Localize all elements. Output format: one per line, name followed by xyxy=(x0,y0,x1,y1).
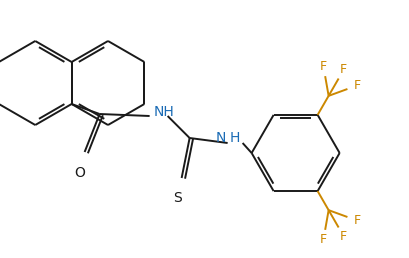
Text: F: F xyxy=(319,60,326,73)
Text: F: F xyxy=(339,230,346,243)
Text: O: O xyxy=(74,166,85,180)
Text: F: F xyxy=(339,63,346,76)
Text: F: F xyxy=(319,233,326,246)
Text: F: F xyxy=(353,214,360,227)
Text: H: H xyxy=(229,131,239,145)
Text: NH: NH xyxy=(153,105,174,119)
Text: N: N xyxy=(215,131,225,145)
Text: F: F xyxy=(353,79,360,92)
Text: S: S xyxy=(173,191,182,205)
